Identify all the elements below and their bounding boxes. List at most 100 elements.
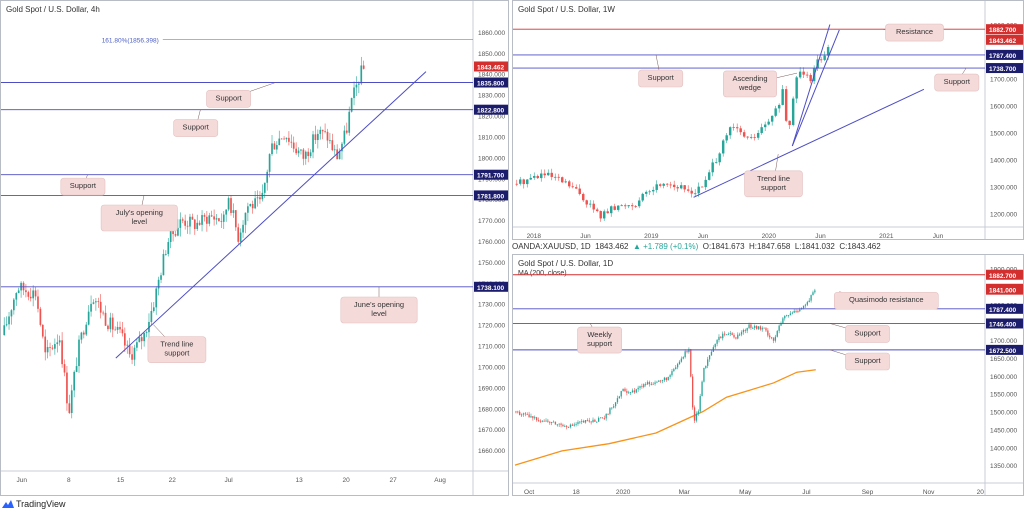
candle-body [665, 377, 667, 381]
annotation-label: Support [215, 93, 242, 102]
level-tag [986, 269, 1023, 280]
candle-body [641, 193, 644, 201]
candle-body [660, 380, 662, 382]
y-tick-label: 1500.000 [990, 410, 1017, 417]
candle-body [222, 214, 225, 222]
candle-body [586, 420, 589, 421]
candle-body [29, 296, 32, 299]
candle-body [651, 189, 655, 192]
candle-body [669, 184, 672, 186]
chart-svg-4h[interactable]: 1660.000 1670.000 1680.000 1690.000 1700.000… [1, 1, 509, 496]
level-tag-label: 1738.700 [989, 66, 1016, 73]
candle-body [82, 332, 85, 335]
candle-body [693, 193, 697, 195]
candle-body [242, 224, 244, 233]
chart-panel-1d[interactable]: Gold Spot / U.S. Dollar, 1D MA (200, clo… [512, 254, 1024, 496]
candle-body [526, 413, 528, 415]
y-tick-label: 1400.000 [990, 445, 1017, 452]
candle-body [169, 229, 172, 243]
chart-title: Gold Spot / U.S. Dollar, 1D [518, 259, 614, 268]
annotation-line: Support [215, 93, 242, 102]
candle-body [596, 421, 598, 423]
candle-body [552, 421, 555, 423]
x-tick-label: Jun [580, 233, 591, 240]
level-tag [474, 61, 508, 72]
candle-body [543, 173, 546, 176]
candle-body [131, 354, 133, 360]
candle-body [215, 218, 218, 220]
candle-body [280, 138, 283, 140]
candle-body [234, 210, 237, 228]
candle-body [770, 337, 773, 339]
candle-body [218, 218, 220, 222]
annotation-label: June's opening level [354, 300, 404, 318]
candle-body [728, 127, 732, 136]
candle-body [116, 326, 119, 330]
annotation-label: Weekly support [587, 330, 613, 348]
candle-body [622, 388, 624, 392]
y-tick-label: 1650.000 [990, 356, 1017, 363]
candle-body [778, 325, 780, 331]
chart-svg-1w[interactable]: 1200.000 1300.000 1400.000 1500.000 1600.000… [513, 1, 1024, 240]
candle-body [191, 216, 194, 220]
y-tick-label: 1660.000 [478, 448, 505, 455]
candle-body [603, 418, 605, 419]
candle-body [678, 361, 681, 365]
candle-body [343, 130, 346, 144]
candle-body [739, 334, 741, 336]
annotation-line: Support [70, 181, 97, 190]
candle-body [592, 203, 595, 210]
x-tick-label: Jun [698, 233, 709, 240]
x-tick-label: Oct [524, 489, 534, 496]
candle-body [693, 407, 696, 421]
candle-body [752, 327, 754, 329]
candle-body [714, 162, 718, 164]
candle-body [805, 74, 809, 76]
candle-body [575, 423, 577, 425]
candle-body [261, 192, 264, 200]
chart-svg-1d[interactable]: 1350.000 1400.000 1450.000 1500.000 1550.000… [513, 255, 1024, 496]
candle-body [746, 136, 749, 138]
candle-body [760, 127, 763, 133]
candle-body [244, 212, 247, 225]
candle-body [826, 47, 830, 56]
candle-body [254, 198, 256, 209]
candle-body [109, 317, 112, 330]
candle-body [799, 309, 801, 312]
candle-body [515, 411, 517, 413]
annotation-line: support [587, 339, 613, 348]
candle-body [749, 137, 753, 138]
chart-panel-4h[interactable]: Gold Spot / U.S. Dollar, 4h 1660.000 1670… [0, 0, 509, 496]
annotation-line: Ascending [732, 74, 767, 83]
candle-body [782, 318, 784, 324]
annotation-box [147, 336, 207, 364]
candle-body [795, 311, 797, 312]
level-tag [986, 49, 1023, 60]
candle-body [697, 186, 700, 194]
candle-body [648, 382, 651, 385]
annotation-line: support [761, 183, 787, 192]
candle-body [708, 355, 711, 360]
y-tick-label: 1760.000 [478, 239, 505, 246]
annotation-line: Support [648, 73, 675, 82]
level-tag [986, 344, 1023, 355]
annotation-box [723, 70, 778, 98]
chart-panel-1w[interactable]: Gold Spot / U.S. Dollar, 1W 1200.000 1300… [512, 0, 1024, 240]
candle-body [655, 184, 658, 190]
candle-body [203, 215, 206, 217]
candle-body [307, 151, 310, 157]
candle-body [275, 145, 278, 150]
candle-body [631, 390, 634, 393]
candle-body [613, 206, 616, 210]
candle-body [763, 124, 767, 128]
candle-body [558, 423, 560, 425]
candle-body [756, 132, 760, 138]
candle-body [554, 421, 557, 425]
candle-body [102, 312, 104, 314]
x-tick-label: 2018 [527, 233, 542, 240]
candle-body [87, 311, 90, 325]
candle-body [85, 324, 88, 335]
candle-body [748, 324, 750, 328]
candle-body [814, 290, 816, 293]
annotation-box [934, 73, 980, 92]
